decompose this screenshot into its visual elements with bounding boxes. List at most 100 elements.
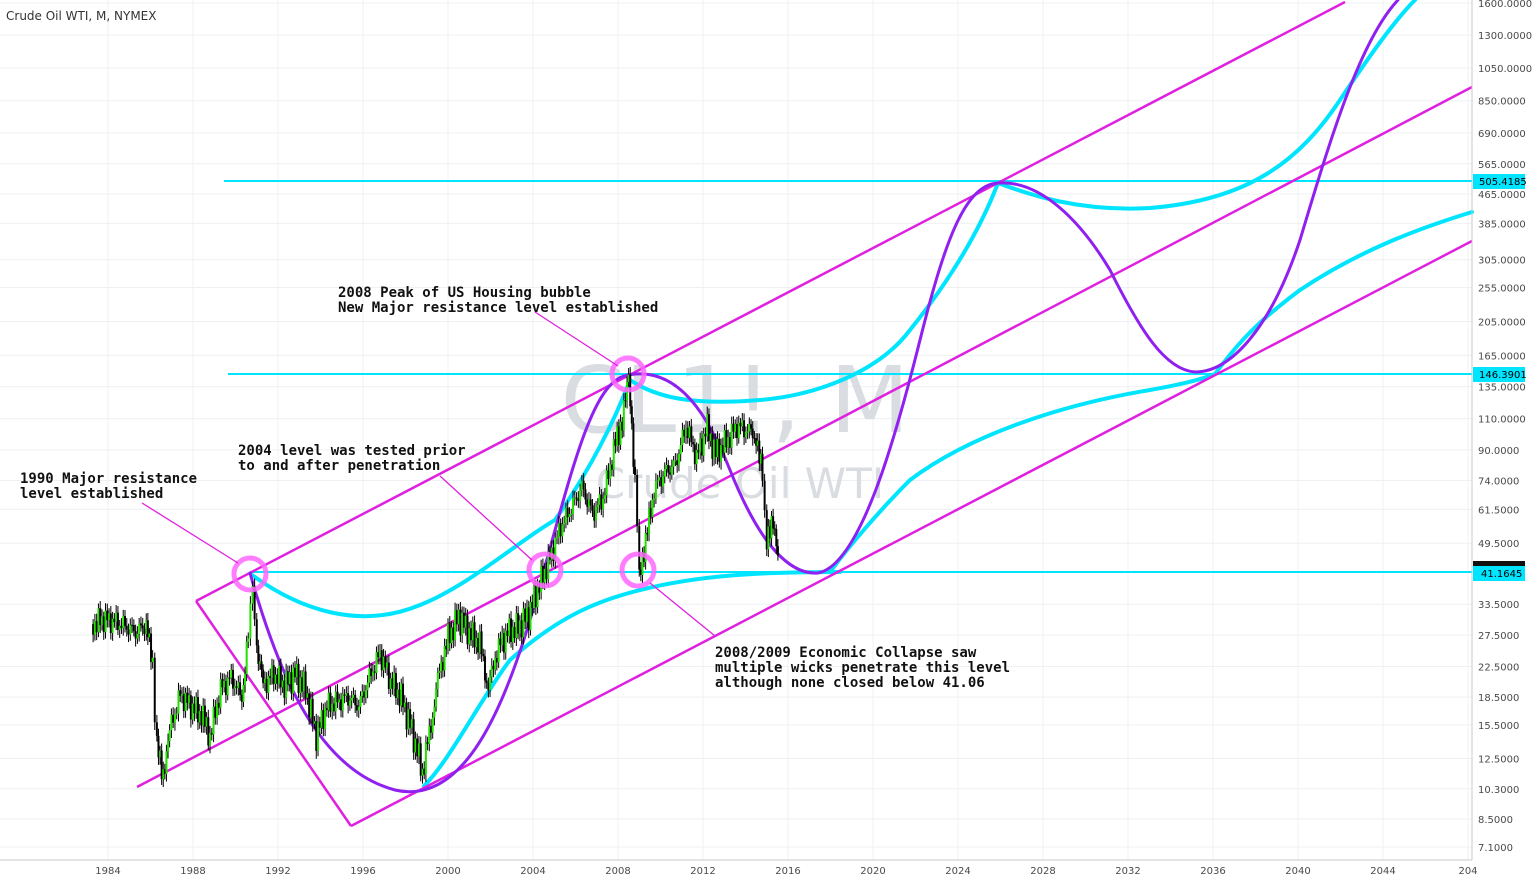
candle-body[interactable] (533, 586, 536, 609)
candle-body[interactable] (306, 693, 309, 698)
candle-body[interactable] (681, 429, 684, 446)
candle-body[interactable] (145, 620, 148, 634)
circle-2009[interactable] (619, 551, 657, 589)
candle-body[interactable] (603, 495, 606, 499)
candle-body[interactable] (477, 638, 480, 653)
candle-body[interactable] (748, 424, 751, 432)
candle-body[interactable] (504, 630, 507, 653)
candle-body[interactable] (382, 656, 385, 671)
candle-body[interactable] (727, 437, 730, 448)
candle-body[interactable] (466, 615, 469, 645)
candle-body[interactable] (619, 421, 622, 445)
candle-body[interactable] (141, 625, 144, 629)
candle-body[interactable] (235, 686, 238, 688)
candle-body[interactable] (202, 705, 205, 726)
candle-body[interactable] (184, 692, 187, 712)
candle-body[interactable] (649, 507, 652, 517)
candle-body[interactable] (721, 445, 724, 453)
candle-body[interactable] (732, 423, 735, 432)
candle-body[interactable] (693, 444, 696, 465)
candle-body[interactable] (677, 454, 680, 465)
candle-body[interactable] (240, 694, 243, 702)
candle-body[interactable] (102, 616, 105, 633)
candle-body[interactable] (632, 423, 635, 467)
candle-body[interactable] (462, 612, 465, 628)
candle-body[interactable] (352, 694, 355, 698)
candle-body[interactable] (198, 711, 201, 723)
candle-body[interactable] (386, 662, 389, 668)
cyan-arc-4[interactable] (422, 570, 842, 788)
candle-body[interactable] (614, 439, 617, 446)
channel-upper[interactable] (195, 0, 1346, 603)
candle-body[interactable] (751, 428, 754, 438)
candle-body[interactable] (661, 476, 664, 487)
candle-body[interactable] (534, 586, 537, 608)
candle-body[interactable] (617, 426, 620, 445)
candle-body[interactable] (424, 742, 427, 775)
price-tag-146[interactable]: 146.3901 (1473, 367, 1527, 382)
candle-body[interactable] (704, 433, 707, 437)
candle-body[interactable] (755, 438, 758, 446)
candle-body[interactable] (151, 657, 154, 662)
candle-body[interactable] (255, 619, 258, 646)
candle-body[interactable] (510, 618, 513, 642)
candle-body[interactable] (452, 627, 455, 641)
candle-body[interactable] (97, 608, 100, 633)
candle-body[interactable] (485, 680, 488, 683)
candle-body[interactable] (499, 638, 502, 646)
candle-body[interactable] (540, 566, 543, 593)
candle-body[interactable] (663, 469, 666, 477)
candle-body[interactable] (269, 676, 272, 678)
candle-body[interactable] (253, 586, 256, 620)
candle-body[interactable] (389, 678, 392, 690)
candle-body[interactable] (106, 610, 109, 621)
candle-body[interactable] (167, 741, 170, 752)
candle-body[interactable] (301, 677, 304, 692)
cyan-arc-1[interactable] (250, 378, 632, 619)
candle-body[interactable] (441, 662, 444, 671)
candle-body[interactable] (570, 513, 573, 515)
candle-body[interactable] (138, 623, 141, 634)
candle-body[interactable] (758, 440, 761, 464)
candle-body[interactable] (290, 672, 293, 694)
candle-body[interactable] (716, 438, 719, 458)
candle-body[interactable] (336, 691, 339, 703)
candle-body[interactable] (554, 537, 557, 561)
candle-body[interactable] (520, 620, 523, 638)
candle-body[interactable] (207, 717, 210, 746)
candle-body[interactable] (734, 424, 737, 432)
candle-body[interactable] (518, 620, 521, 634)
candle-body[interactable] (230, 669, 233, 678)
candle-body[interactable] (450, 627, 453, 644)
circle-1990[interactable] (231, 555, 269, 593)
candle-body[interactable] (433, 706, 436, 718)
candle-body[interactable] (501, 633, 504, 646)
candle-body[interactable] (93, 621, 96, 635)
price-tag-505[interactable]: 505.4185 (1473, 174, 1527, 189)
candle-body[interactable] (723, 430, 726, 453)
candle-body[interactable] (605, 470, 608, 496)
candle-body[interactable] (658, 477, 661, 481)
candle-body[interactable] (345, 693, 348, 696)
candle-body[interactable] (545, 568, 548, 580)
candle-body[interactable] (736, 424, 738, 439)
candle-body[interactable] (741, 420, 744, 427)
candle-body[interactable] (124, 616, 126, 626)
candle-body[interactable] (435, 689, 438, 707)
candle-body[interactable] (679, 445, 682, 455)
candle-body[interactable] (776, 546, 779, 556)
candle-body[interactable] (331, 703, 334, 712)
candle-body[interactable] (270, 665, 273, 678)
candle-body[interactable] (598, 494, 601, 505)
candle-body[interactable] (593, 510, 596, 521)
candle-body[interactable] (181, 693, 184, 696)
candle-body[interactable] (153, 657, 156, 723)
channel-lower[interactable] (350, 239, 1473, 828)
candle-body[interactable] (109, 613, 112, 634)
candle-body[interactable] (767, 526, 770, 550)
candle-body[interactable] (403, 702, 406, 708)
candle-body[interactable] (400, 683, 403, 706)
candle-body[interactable] (276, 674, 279, 684)
candle-body[interactable] (237, 682, 240, 688)
candle-body[interactable] (168, 730, 171, 742)
